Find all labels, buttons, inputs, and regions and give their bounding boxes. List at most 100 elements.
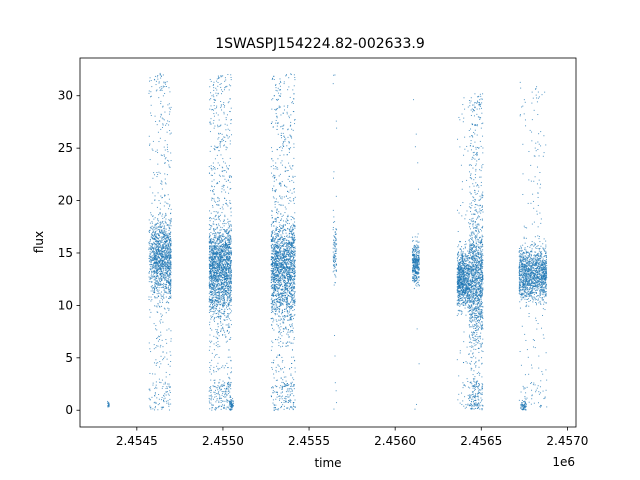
data-point — [291, 367, 293, 368]
data-point — [220, 277, 222, 279]
data-point — [226, 406, 228, 408]
data-point — [279, 80, 281, 82]
data-point — [292, 377, 294, 379]
data-point — [217, 249, 219, 251]
data-point — [161, 399, 163, 401]
data-point — [168, 278, 170, 280]
data-point — [224, 392, 226, 394]
data-point — [169, 266, 171, 268]
data-point — [211, 297, 213, 299]
data-point — [225, 165, 227, 167]
data-point — [219, 263, 221, 265]
data-point — [153, 402, 155, 404]
data-point — [156, 337, 158, 339]
data-point — [158, 200, 160, 202]
data-point — [157, 268, 159, 270]
data-point — [209, 265, 211, 267]
data-point — [168, 160, 170, 162]
data-point — [223, 219, 225, 221]
data-point — [161, 264, 163, 266]
data-point — [217, 211, 219, 213]
data-point — [227, 102, 229, 104]
data-point — [223, 275, 225, 277]
data-point — [214, 382, 216, 384]
data-point — [213, 293, 215, 295]
data-point — [226, 230, 228, 232]
data-point — [228, 377, 230, 379]
data-point — [159, 273, 161, 275]
data-point — [170, 218, 172, 220]
data-point — [154, 232, 156, 234]
data-point — [160, 250, 162, 252]
data-point — [276, 227, 278, 228]
data-point — [230, 229, 232, 231]
data-point — [166, 237, 168, 239]
data-point — [156, 329, 158, 331]
data-point — [226, 394, 228, 396]
data-point — [213, 273, 215, 275]
data-point — [220, 242, 222, 244]
data-point — [229, 176, 231, 178]
data-point — [225, 237, 226, 239]
data-point — [158, 394, 160, 395]
data-point — [219, 264, 221, 266]
data-point — [228, 263, 230, 265]
data-point — [216, 262, 218, 264]
data-point — [149, 77, 151, 79]
data-point — [163, 277, 165, 279]
data-point — [226, 85, 228, 87]
data-point — [151, 234, 153, 236]
data-point — [163, 154, 165, 156]
data-point — [294, 196, 296, 198]
data-point — [228, 297, 230, 299]
data-point — [220, 260, 222, 262]
data-point — [210, 268, 212, 270]
data-point — [168, 308, 170, 310]
data-point — [225, 248, 227, 250]
data-point — [160, 272, 162, 274]
data-point — [214, 278, 216, 280]
data-point — [209, 263, 211, 265]
data-point — [215, 299, 216, 301]
data-point — [282, 381, 284, 383]
data-point — [219, 208, 221, 210]
data-point — [211, 284, 213, 286]
data-point — [209, 242, 211, 244]
data-point — [165, 296, 167, 298]
data-point — [209, 268, 211, 270]
data-point — [213, 379, 215, 381]
data-point — [159, 73, 161, 75]
data-point — [210, 379, 212, 381]
data-point — [226, 282, 228, 284]
data-point — [210, 392, 212, 394]
data-point — [293, 309, 295, 311]
data-point — [227, 128, 229, 130]
data-point — [168, 274, 170, 276]
data-point — [170, 271, 172, 273]
data-point — [157, 265, 159, 267]
data-point — [151, 247, 153, 249]
data-point — [219, 241, 221, 243]
data-point — [161, 230, 163, 232]
data-point — [215, 255, 217, 257]
data-point — [158, 226, 160, 228]
data-point — [292, 286, 293, 288]
data-point — [212, 297, 214, 299]
data-point — [165, 81, 167, 83]
data-point — [209, 278, 211, 280]
data-point — [285, 380, 287, 382]
data-point — [279, 245, 281, 247]
data-point — [215, 292, 217, 294]
data-point — [290, 301, 292, 303]
data-point — [170, 285, 172, 287]
data-point — [224, 407, 226, 409]
data-point — [162, 244, 164, 246]
data-point — [166, 247, 168, 249]
data-point — [157, 284, 159, 286]
data-point — [224, 275, 226, 277]
data-point — [215, 201, 217, 203]
data-point — [167, 104, 169, 106]
data-point — [214, 263, 216, 265]
data-point — [170, 208, 172, 210]
data-point — [230, 281, 232, 283]
